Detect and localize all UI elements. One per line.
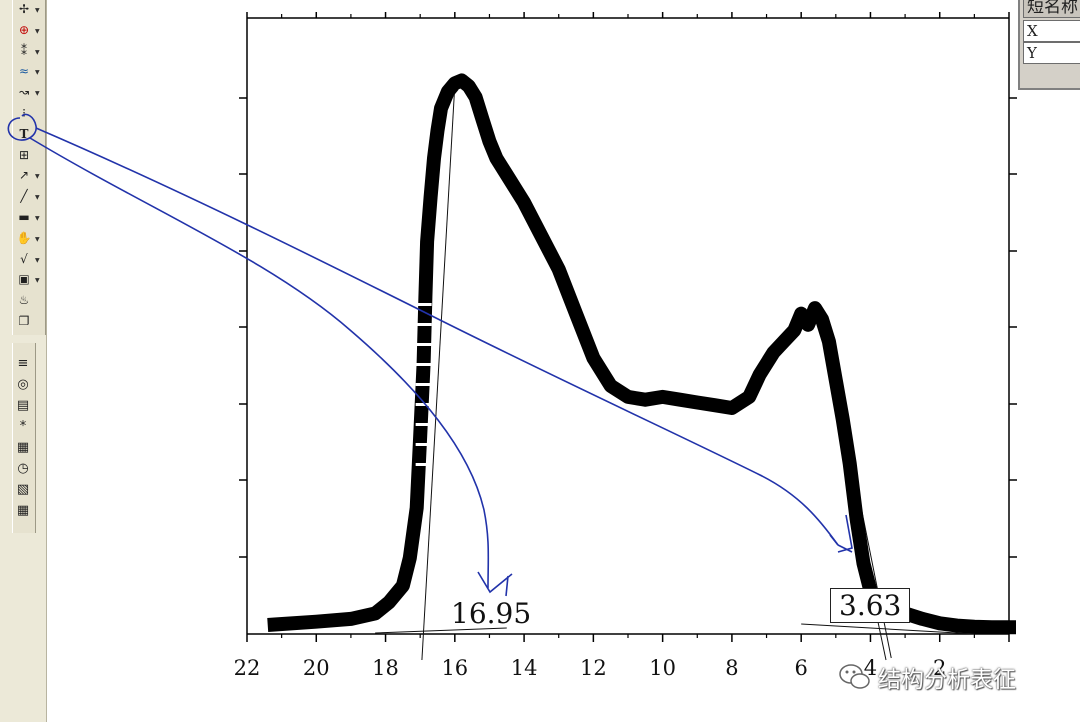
data-curve[interactable]	[267, 73, 1016, 635]
ink-arrow-to-1695	[29, 137, 490, 589]
x-tick-label: 4	[863, 656, 878, 680]
hand-tool-icon[interactable]: ✋	[16, 230, 32, 245]
baseline-left	[375, 627, 507, 634]
ink-circle-text-tool	[7, 113, 37, 141]
dash-gap	[415, 423, 432, 426]
dash-gap	[415, 383, 432, 386]
grid-icon[interactable]: ▦	[16, 439, 30, 455]
x-tick-label: 2	[933, 656, 947, 680]
line-tool-icon[interactable]: ╱	[20, 189, 28, 204]
dropdown-arrow-icon[interactable]: ▼	[35, 256, 40, 264]
dash-gap	[415, 343, 432, 346]
mask-points-icon[interactable]: ↝	[18, 85, 30, 100]
worksheet-row-x[interactable]: X	[1023, 20, 1080, 42]
x-tick-label: 22	[233, 656, 261, 680]
draw-data-icon[interactable]: ≈	[18, 64, 30, 79]
tangent-line-left	[421, 84, 456, 661]
clock-icon[interactable]: ◷	[17, 460, 29, 476]
tools-toolbar-strip	[12, 0, 46, 335]
zoom-panel-icon[interactable]: ⊞	[18, 147, 30, 162]
column-icon[interactable]: ▤	[16, 397, 30, 413]
dropdown-arrow-icon[interactable]: ▼	[35, 194, 40, 202]
layer-icon[interactable]: ❐	[18, 314, 30, 328]
dropdown-arrow-icon[interactable]: ▼	[35, 277, 40, 285]
asterisk-icon[interactable]: *	[19, 418, 27, 434]
dropdown-arrow-icon[interactable]: ▼	[35, 27, 40, 35]
baseline-right	[801, 623, 975, 635]
x-tick-label: 8	[725, 656, 739, 680]
hand-drawn-annotations	[7, 113, 853, 597]
label-leader-right	[877, 621, 887, 661]
dash-gap	[415, 403, 432, 406]
x-tick-label: 6	[794, 656, 808, 680]
x-tick-label: 14	[510, 656, 538, 680]
dash-gap	[415, 303, 432, 306]
wechat-icon	[839, 664, 870, 689]
graph-object-icon[interactable]: ▣	[18, 272, 30, 287]
dropdown-arrow-icon[interactable]: ▼	[35, 235, 40, 243]
tangent-guide-lines	[375, 84, 975, 661]
plot-axes	[246, 17, 1010, 635]
watermark: 结构分析表征	[838, 660, 1016, 694]
x-tick-label: 10	[649, 656, 676, 680]
arrow-tool-icon[interactable]: ↗	[18, 168, 30, 183]
tools-toolbar: ✢ ▼ ⊕ ▼ ⁑ ▼ ≈ ▼ ↝ ▼ ⁝ T ⊞ ↗ ▼ ╱ ▼ ▬ ▼ ✋ ▼ √ ▼ ▣ ▼ ♨ ❐ ≡ ◎ ▤ * ▦ ◷ ▧ ▦	[0, 0, 47, 722]
ink-arrowhead-1695	[477, 571, 513, 597]
target-icon[interactable]: ◎	[17, 376, 29, 392]
dropdown-arrow-icon[interactable]: ▼	[35, 7, 40, 14]
dropdown-arrow-icon[interactable]: ▼	[35, 69, 40, 77]
data-selector-icon[interactable]: ⁑	[21, 43, 27, 58]
region-icon[interactable]: ♨	[18, 293, 30, 308]
worksheet-header: 短名称	[1023, 0, 1080, 18]
dropdown-arrow-icon[interactable]: ▼	[35, 215, 40, 222]
data-reader-icon[interactable]: ✢	[18, 2, 30, 16]
dropdown-arrow-icon[interactable]: ▼	[35, 90, 40, 98]
equation-icon[interactable]: √	[20, 251, 28, 266]
scale-icon[interactable]: ⁝	[22, 106, 26, 120]
text-tool-icon[interactable]: T	[19, 126, 29, 141]
peak-end-label[interactable]: 3.63	[830, 588, 911, 623]
dash-gap	[415, 463, 432, 466]
x-tick-label: 16	[441, 656, 469, 680]
lines-icon[interactable]: ≡	[17, 355, 29, 371]
axis-ticks	[239, 12, 1017, 642]
worksheet-panel: 短名称 X Y	[1018, 0, 1080, 90]
x-tick-label: 20	[302, 656, 330, 680]
watermark-text: 结构分析表征	[878, 667, 1016, 693]
screen-reader-icon[interactable]: ⊕	[18, 22, 30, 37]
table-icon[interactable]: ▦	[16, 502, 30, 518]
rectangle-tool-icon[interactable]: ▬	[18, 210, 30, 224]
dash-gap	[415, 443, 432, 446]
objects-toolbar-strip	[12, 343, 36, 533]
x-tick-label: 12	[579, 656, 607, 680]
dropdown-arrow-icon[interactable]: ▼	[35, 173, 40, 181]
folder-icon[interactable]: ▧	[16, 481, 30, 497]
ink-arrow-to-363	[35, 127, 839, 546]
ink-arrowhead-363	[829, 514, 853, 553]
x-tick-label: 18	[372, 656, 399, 680]
dash-gap	[415, 323, 432, 326]
peak-onset-label[interactable]: 16.95	[451, 597, 532, 630]
dashed-segment	[415, 303, 432, 466]
dash-gap	[415, 363, 432, 366]
dropdown-arrow-icon[interactable]: ▼	[35, 48, 40, 56]
worksheet-row-y[interactable]: Y	[1023, 42, 1080, 64]
